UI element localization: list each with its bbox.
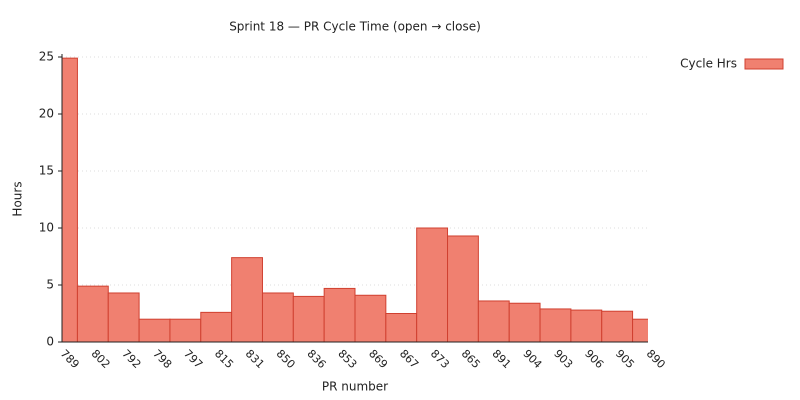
- x-tick-label: 792: [119, 347, 143, 371]
- x-tick-label: 891: [490, 347, 514, 371]
- bar: [292, 295, 325, 342]
- bar: [477, 300, 510, 342]
- bar: [601, 310, 634, 342]
- y-axis-label: Hours: [11, 181, 25, 216]
- x-tick-label: 873: [428, 347, 452, 371]
- bar: [107, 292, 140, 342]
- bar: [231, 257, 263, 342]
- legend-label: Cycle Hrs: [680, 57, 737, 71]
- y-tick-label: 10: [39, 221, 54, 235]
- bar: [447, 235, 479, 342]
- x-tick-label: 836: [304, 347, 328, 371]
- bar: [138, 318, 171, 342]
- bar: [169, 318, 202, 342]
- y-tick-label: 25: [39, 50, 54, 64]
- bar: [354, 294, 387, 342]
- x-tick-label: 865: [459, 347, 483, 371]
- x-tick-label: 798: [150, 347, 174, 371]
- bar: [416, 227, 449, 342]
- bar: [632, 318, 648, 342]
- y-tick-label: 15: [39, 164, 54, 178]
- x-tick-label: 815: [212, 347, 236, 371]
- y-tick-label: 20: [39, 107, 54, 121]
- legend-swatch: [744, 58, 784, 70]
- x-tick-label: 905: [613, 347, 637, 371]
- x-tick-label: 867: [397, 347, 421, 371]
- bar: [261, 292, 294, 342]
- x-tick-label: 853: [335, 347, 359, 371]
- bar: [323, 287, 356, 342]
- x-tick-label: 797: [181, 347, 205, 371]
- bar: [385, 313, 418, 342]
- x-tick-label: 906: [582, 347, 606, 371]
- x-tick-label: 904: [520, 347, 544, 371]
- x-tick-label: 903: [551, 347, 575, 371]
- bar: [76, 285, 109, 342]
- x-tick-label: 831: [243, 347, 267, 371]
- bar: [539, 308, 572, 342]
- bar: [570, 309, 603, 342]
- y-tick-label: 0: [46, 335, 54, 349]
- x-tick-label: 869: [366, 347, 390, 371]
- bars: [62, 57, 648, 342]
- x-tick-label: 850: [274, 347, 298, 371]
- bar: [200, 311, 233, 342]
- x-tick-label: 890: [644, 347, 668, 371]
- chart-title: Sprint 18 — PR Cycle Time (open → close): [229, 20, 481, 34]
- x-tick-label: 789: [58, 347, 82, 371]
- y-tick-label: 5: [46, 278, 54, 292]
- x-tick-label: 802: [89, 347, 113, 371]
- x-axis-label: PR number: [322, 380, 388, 394]
- bar: [508, 302, 541, 342]
